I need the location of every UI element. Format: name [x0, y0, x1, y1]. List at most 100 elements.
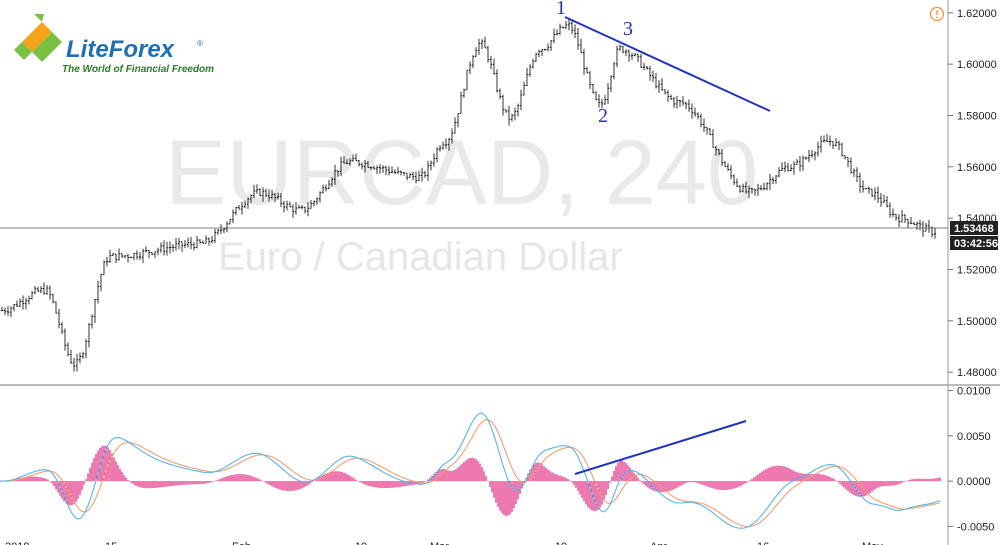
- candle: [861, 180, 865, 193]
- candle: [552, 28, 556, 44]
- candle: [249, 194, 253, 204]
- candle: [762, 182, 766, 191]
- candle: [360, 162, 364, 170]
- candle: [63, 328, 67, 351]
- candle: [786, 163, 790, 172]
- candle: [12, 304, 16, 312]
- candle: [300, 205, 304, 210]
- candle: [924, 222, 928, 232]
- candle: [909, 216, 913, 225]
- candle: [543, 48, 547, 51]
- candle: [888, 202, 892, 218]
- candle: [72, 357, 76, 372]
- candle: [639, 54, 643, 69]
- candle: [147, 249, 151, 259]
- candle: [537, 49, 541, 58]
- candle: [651, 70, 655, 83]
- candle: [192, 242, 196, 251]
- candle: [780, 162, 784, 171]
- time-axis-label: Apr: [650, 541, 667, 545]
- candle: [207, 237, 211, 246]
- candle: [738, 184, 742, 193]
- last-price-tag-bg: [950, 221, 998, 235]
- logo: LiteForex ® The World of Financial Freed…: [14, 14, 214, 75]
- candle: [222, 227, 226, 234]
- candle: [450, 128, 454, 144]
- candle: [75, 353, 79, 372]
- candle: [669, 94, 673, 100]
- candle: [318, 191, 322, 203]
- candle: [372, 165, 376, 170]
- candle: [918, 219, 922, 231]
- candle: [225, 221, 229, 233]
- price-axis[interactable]: 1.620001.600001.580001.560001.540001.520…: [948, 8, 997, 379]
- candle: [447, 138, 451, 151]
- candle: [798, 155, 802, 172]
- wave-label-1: 1: [556, 0, 566, 19]
- candle: [921, 220, 925, 237]
- candle: [387, 166, 391, 176]
- macd-trendline[interactable]: [574, 420, 747, 475]
- candle: [120, 253, 124, 258]
- price-trendline[interactable]: [564, 16, 771, 112]
- candle: [342, 156, 346, 164]
- candle: [804, 156, 808, 160]
- candle: [789, 164, 793, 172]
- candle: [816, 141, 820, 157]
- candle: [795, 159, 799, 165]
- candle: [9, 306, 13, 318]
- candle: [495, 69, 499, 93]
- candle: [492, 58, 496, 75]
- candle: [732, 174, 736, 185]
- candle: [561, 26, 565, 29]
- candle: [642, 63, 646, 71]
- candle: [417, 170, 421, 182]
- candle: [390, 166, 394, 174]
- candle: [735, 178, 739, 188]
- candle: [828, 135, 832, 146]
- candle: [693, 107, 697, 117]
- candle: [93, 298, 97, 324]
- candle: [48, 285, 52, 300]
- candle: [294, 202, 298, 215]
- candle: [681, 96, 685, 106]
- candle: [438, 145, 442, 152]
- candle: [141, 248, 145, 264]
- candle: [375, 165, 379, 175]
- time-axis[interactable]: 2018 15 Feb 19 Mar 19 Apr 16 May: [5, 541, 883, 545]
- candle: [0, 306, 4, 312]
- time-axis-label: 19: [555, 541, 567, 545]
- candle: [42, 282, 46, 295]
- macd-axis[interactable]: 0.0100 0.0050 0.0000 -0.0050: [948, 386, 994, 534]
- candle: [759, 185, 763, 191]
- candle: [435, 146, 439, 163]
- candle: [312, 200, 316, 207]
- candle: [402, 172, 406, 176]
- candle: [483, 36, 487, 49]
- candle: [441, 141, 445, 150]
- candle: [855, 167, 859, 183]
- candle: [252, 184, 256, 199]
- candle: [321, 184, 325, 194]
- candle: [573, 24, 577, 39]
- candle: [879, 192, 883, 207]
- candle: [399, 170, 403, 176]
- candle: [3, 307, 7, 316]
- candle: [381, 165, 385, 173]
- candle: [465, 69, 469, 91]
- alert-icon[interactable]: [929, 6, 945, 22]
- candle: [15, 300, 19, 308]
- candle: [822, 135, 826, 143]
- candle: [156, 247, 160, 256]
- candle: [813, 151, 817, 161]
- candle: [51, 293, 55, 304]
- candle: [744, 181, 748, 194]
- macd-tick-label: 0.0100: [957, 386, 991, 398]
- candle: [597, 94, 601, 108]
- candle: [132, 252, 136, 261]
- time-axis-label: Feb: [232, 541, 251, 545]
- candle: [618, 44, 622, 51]
- candle: [906, 218, 910, 229]
- candle: [324, 184, 328, 192]
